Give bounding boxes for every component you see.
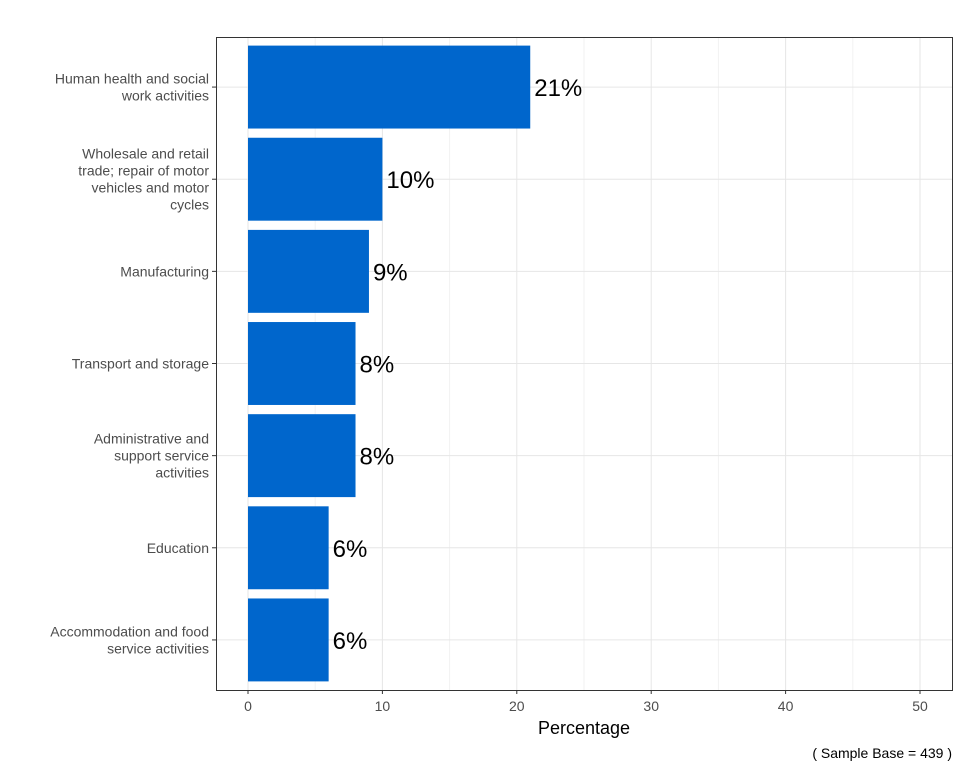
x-axis-title: Percentage xyxy=(538,718,630,738)
x-tick-label: 40 xyxy=(778,698,794,714)
data-label: 8% xyxy=(360,444,395,471)
data-labels: 21% 10% 9% 8% 8% 6% 6% xyxy=(333,75,583,655)
y-tick-label: Administrative and support service activit… xyxy=(94,431,209,481)
x-tick-label: 50 xyxy=(912,698,928,714)
x-tick-label: 30 xyxy=(643,698,659,714)
sample-base-caption: ( Sample Base = 439 ) xyxy=(812,745,952,761)
data-label: 21% xyxy=(534,75,582,102)
y-axis: Human health and social work activities Wh… xyxy=(50,71,216,656)
bar xyxy=(248,322,356,405)
x-tick-label: 20 xyxy=(509,698,525,714)
bar xyxy=(248,229,369,313)
data-label: 9% xyxy=(373,259,408,286)
x-tick-label: 0 xyxy=(244,698,252,714)
bar xyxy=(248,45,531,129)
y-tick-label: Manufacturing xyxy=(120,263,209,279)
bar xyxy=(248,506,329,590)
bar xyxy=(248,598,329,682)
y-tick-label: Transport and storage xyxy=(72,356,209,372)
panel-border xyxy=(216,37,953,691)
y-tick-label: Education xyxy=(147,540,209,556)
y-tick-label: Human health and social work activities xyxy=(55,71,209,104)
bars xyxy=(248,45,531,682)
data-label: 10% xyxy=(386,167,434,194)
data-label: 8% xyxy=(360,352,395,379)
bar xyxy=(248,137,383,221)
data-label: 6% xyxy=(333,628,368,655)
x-axis: 0 10 20 30 40 50 xyxy=(244,690,928,714)
data-label: 6% xyxy=(333,536,368,563)
bar xyxy=(248,414,356,498)
y-tick-label: Accommodation and food service activities xyxy=(50,623,209,656)
x-tick-label: 10 xyxy=(375,698,391,714)
y-tick-label: Wholesale and retail trade; repair of mot… xyxy=(78,146,209,213)
